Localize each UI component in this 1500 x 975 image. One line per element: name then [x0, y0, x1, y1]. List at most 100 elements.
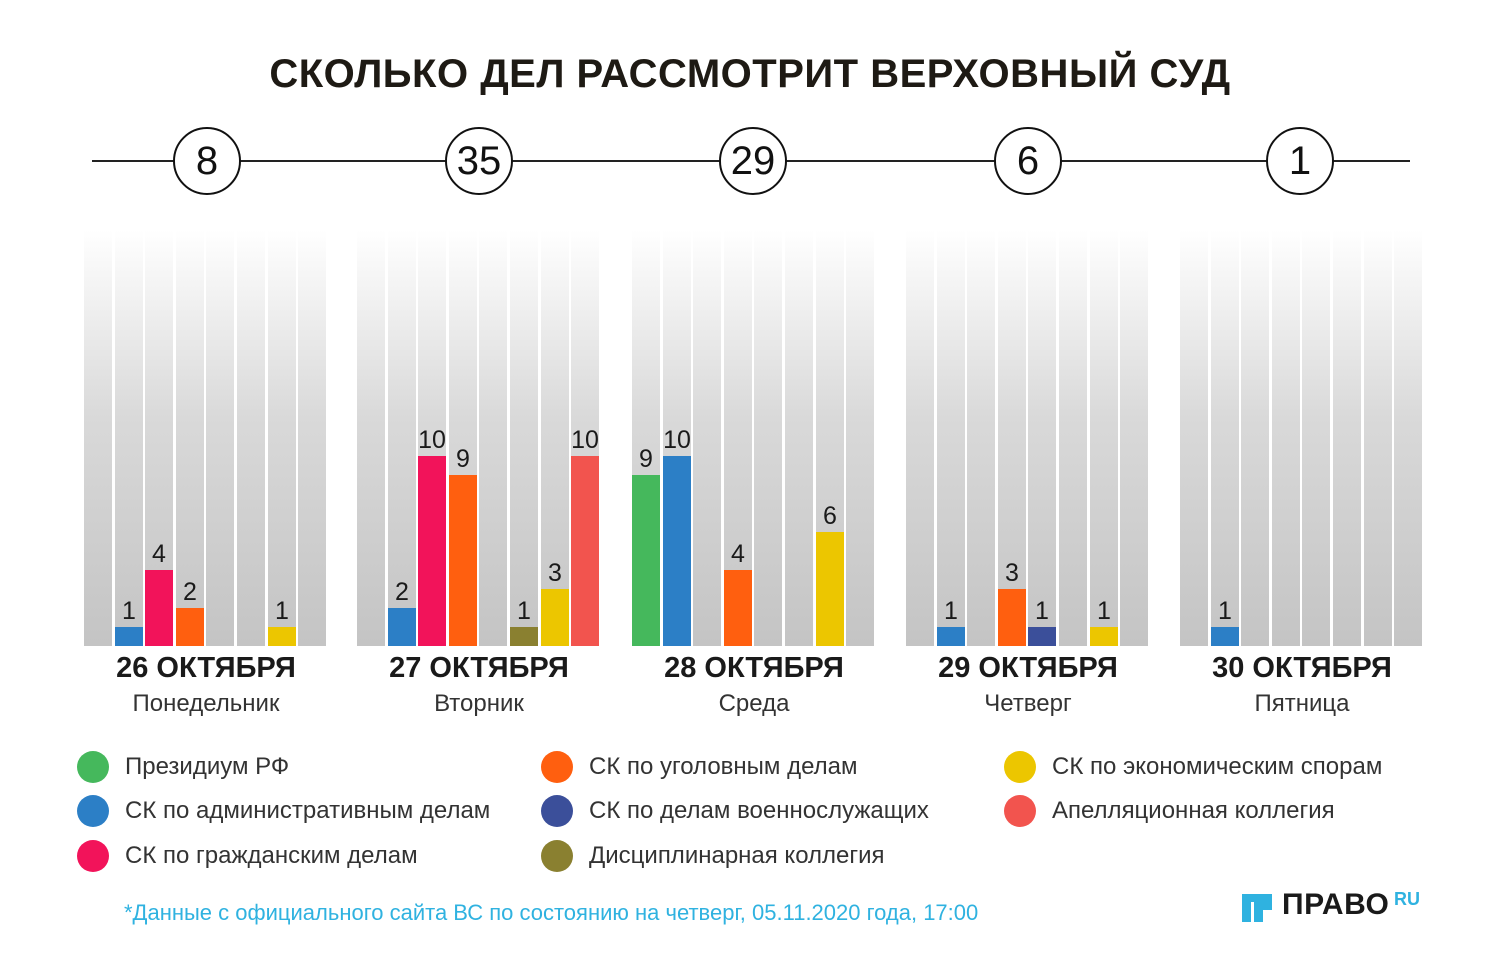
- bar-lane: [967, 230, 995, 646]
- bar-lane: [479, 230, 507, 646]
- bar-value-label: 6: [823, 502, 837, 530]
- bar: [1028, 627, 1056, 646]
- day-total-circle: 8: [173, 127, 241, 195]
- legend-swatch-icon: [1004, 751, 1036, 783]
- day-group: 9 10 4 6: [632, 230, 876, 646]
- footnote: *Данные с официального сайта ВС по состо…: [124, 900, 979, 925]
- legend-item: Апелляционная коллегия: [1004, 794, 1335, 828]
- bar: [1090, 627, 1118, 646]
- pravo-logo-icon: [1242, 894, 1272, 922]
- bar: [571, 456, 599, 646]
- bar-value-label: 10: [418, 426, 446, 454]
- bar-lane: [1364, 230, 1392, 646]
- day-weekday-label: Понедельник: [132, 690, 280, 717]
- day-group: 1: [1180, 230, 1424, 646]
- bar-value-label: 1: [944, 597, 958, 625]
- bar: [632, 475, 660, 646]
- day-date-label: 29 ОКТЯБРЯ: [938, 652, 1118, 684]
- logo-text: ПРАВО: [1282, 888, 1390, 921]
- bar: [510, 627, 538, 646]
- day-date-label: 28 ОКТЯБРЯ: [664, 652, 844, 684]
- bar: [418, 456, 446, 646]
- bar-value-label: 10: [571, 426, 599, 454]
- bar-value-label: 3: [1005, 559, 1019, 587]
- bar-lane: [1302, 230, 1330, 646]
- bar-lane: [541, 230, 569, 646]
- bar-value-label: 3: [548, 559, 562, 587]
- day-weekday-label: Вторник: [434, 690, 524, 717]
- bar-lane: [1333, 230, 1361, 646]
- bar: [115, 627, 143, 646]
- day-date-label: 27 ОКТЯБРЯ: [389, 652, 569, 684]
- bar-value-label: 1: [275, 597, 289, 625]
- day-date-label: 26 ОКТЯБРЯ: [116, 652, 296, 684]
- legend-item: Дисциплинарная коллегия: [541, 839, 885, 873]
- day-group: 2 10 9 1 3 10: [357, 230, 601, 646]
- day-total-circle: 6: [994, 127, 1062, 195]
- bar-lane: [1272, 230, 1300, 646]
- logo-suffix: RU: [1394, 889, 1420, 909]
- bar-lane: [206, 230, 234, 646]
- day-total-circle: 29: [719, 127, 787, 195]
- bar-value-label: 4: [731, 540, 745, 568]
- bar-lane: [176, 230, 204, 646]
- bar: [145, 570, 173, 646]
- bar: [816, 532, 844, 646]
- bar: [176, 608, 204, 646]
- bar-lane: [115, 230, 143, 646]
- bar-value-label: 10: [663, 426, 691, 454]
- bar: [388, 608, 416, 646]
- legend-swatch-icon: [77, 840, 109, 872]
- bar-lane: [1394, 230, 1422, 646]
- bar-lane: [298, 230, 326, 646]
- day-total-circle: 35: [445, 127, 513, 195]
- bar-lane: [1211, 230, 1239, 646]
- legend-label: Апелляционная коллегия: [1052, 797, 1335, 824]
- legend-label: СК по уголовным делам: [589, 753, 858, 780]
- legend-swatch-icon: [541, 840, 573, 872]
- bar-lane: [84, 230, 112, 646]
- legend-item: СК по экономическим спорам: [1004, 750, 1382, 784]
- bar-lane: [1180, 230, 1208, 646]
- bar-value-label: 1: [1097, 597, 1111, 625]
- legend-swatch-icon: [77, 795, 109, 827]
- bar-lane: [388, 230, 416, 646]
- bar-lane: [754, 230, 782, 646]
- bar-lane: [785, 230, 813, 646]
- bar-value-label: 1: [122, 597, 136, 625]
- legend-swatch-icon: [541, 751, 573, 783]
- bar-lane: [1241, 230, 1269, 646]
- legend-swatch-icon: [77, 751, 109, 783]
- legend-item: СК по делам военнослужащих: [541, 794, 929, 828]
- bar-value-label: 4: [152, 540, 166, 568]
- legend-label: Дисциплинарная коллегия: [589, 842, 885, 869]
- bar-value-label: 1: [1035, 597, 1049, 625]
- bar-value-label: 9: [639, 445, 653, 473]
- legend-item: СК по гражданским делам: [77, 839, 418, 873]
- bar-lane: [268, 230, 296, 646]
- bar-lane: [1028, 230, 1056, 646]
- legend-swatch-icon: [1004, 795, 1036, 827]
- bar-lane: [998, 230, 1026, 646]
- legend-item: СК по уголовным делам: [541, 750, 858, 784]
- bar-lane: [510, 230, 538, 646]
- bar-lane: [357, 230, 385, 646]
- bar-value-label: 9: [456, 445, 470, 473]
- day-date-label: 30 ОКТЯБРЯ: [1212, 652, 1392, 684]
- bar-lane: [693, 230, 721, 646]
- bar-lane: [846, 230, 874, 646]
- day-total-circle: 1: [1266, 127, 1334, 195]
- legend-label: СК по гражданским делам: [125, 842, 418, 869]
- bar-lane: [237, 230, 265, 646]
- bar: [724, 570, 752, 646]
- bar-lane: [906, 230, 934, 646]
- bar-lane: [1090, 230, 1118, 646]
- chart-title: СКОЛЬКО ДЕЛ РАССМОТРИТ ВЕРХОВНЫЙ СУД: [269, 52, 1231, 96]
- bar: [1211, 627, 1239, 646]
- bar: [268, 627, 296, 646]
- legend-label: Президиум РФ: [125, 753, 290, 780]
- bar-value-label: 2: [183, 578, 197, 606]
- bar-value-label: 1: [517, 597, 531, 625]
